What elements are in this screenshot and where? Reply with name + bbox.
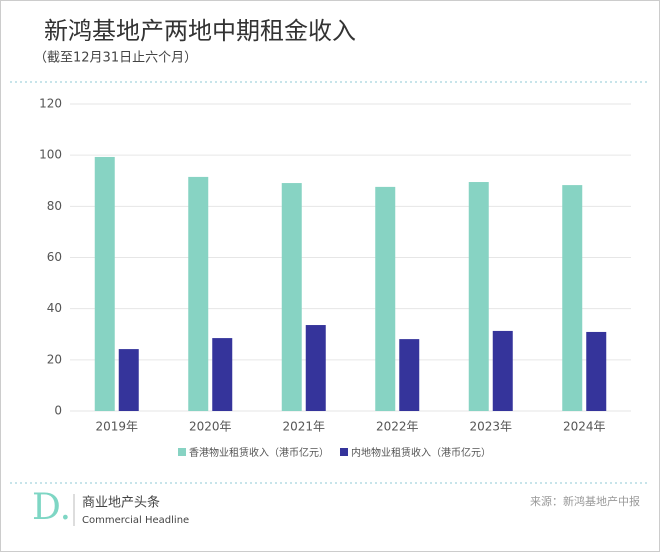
bar bbox=[586, 331, 607, 411]
y-tick-label: 100 bbox=[39, 148, 62, 162]
bar bbox=[212, 338, 233, 411]
x-tick-label: 2024年 bbox=[563, 420, 606, 434]
chart-subtitle: （截至12月31日止六个月） bbox=[34, 51, 197, 66]
brand-cn: 商业地产头条 bbox=[82, 495, 160, 511]
y-tick-label: 0 bbox=[54, 404, 62, 418]
bar bbox=[399, 339, 420, 411]
legend-swatch bbox=[178, 448, 186, 456]
bar bbox=[281, 183, 302, 411]
bar bbox=[492, 330, 513, 411]
y-tick-label: 20 bbox=[47, 352, 62, 366]
x-tick-label: 2021年 bbox=[282, 420, 325, 434]
bar bbox=[562, 185, 583, 411]
bar bbox=[305, 325, 326, 411]
bar bbox=[468, 182, 489, 411]
chart-title: 新鸿基地产两地中期租金收入 bbox=[44, 17, 356, 45]
x-tick-label: 2023年 bbox=[469, 420, 512, 434]
logo: D. bbox=[32, 487, 71, 528]
bar bbox=[94, 156, 115, 411]
x-tick-label: 2019年 bbox=[95, 420, 138, 434]
bar bbox=[118, 349, 139, 411]
legend-swatch bbox=[340, 448, 348, 456]
y-tick-label: 40 bbox=[47, 301, 62, 315]
legend-label: 香港物业租赁收入（港币亿元） bbox=[189, 446, 329, 459]
x-tick-label: 2022年 bbox=[376, 420, 419, 434]
brand-en: Commercial Headline bbox=[82, 515, 189, 526]
bar bbox=[375, 186, 396, 411]
y-tick-label: 60 bbox=[47, 250, 62, 264]
bar bbox=[188, 176, 209, 411]
x-tick-label: 2020年 bbox=[189, 420, 232, 434]
y-tick-label: 80 bbox=[47, 199, 62, 213]
y-tick-label: 120 bbox=[39, 97, 62, 111]
source: 来源：新鸿基地产中报 bbox=[530, 494, 640, 508]
legend-label: 内地物业租赁收入（港币亿元） bbox=[351, 446, 491, 459]
